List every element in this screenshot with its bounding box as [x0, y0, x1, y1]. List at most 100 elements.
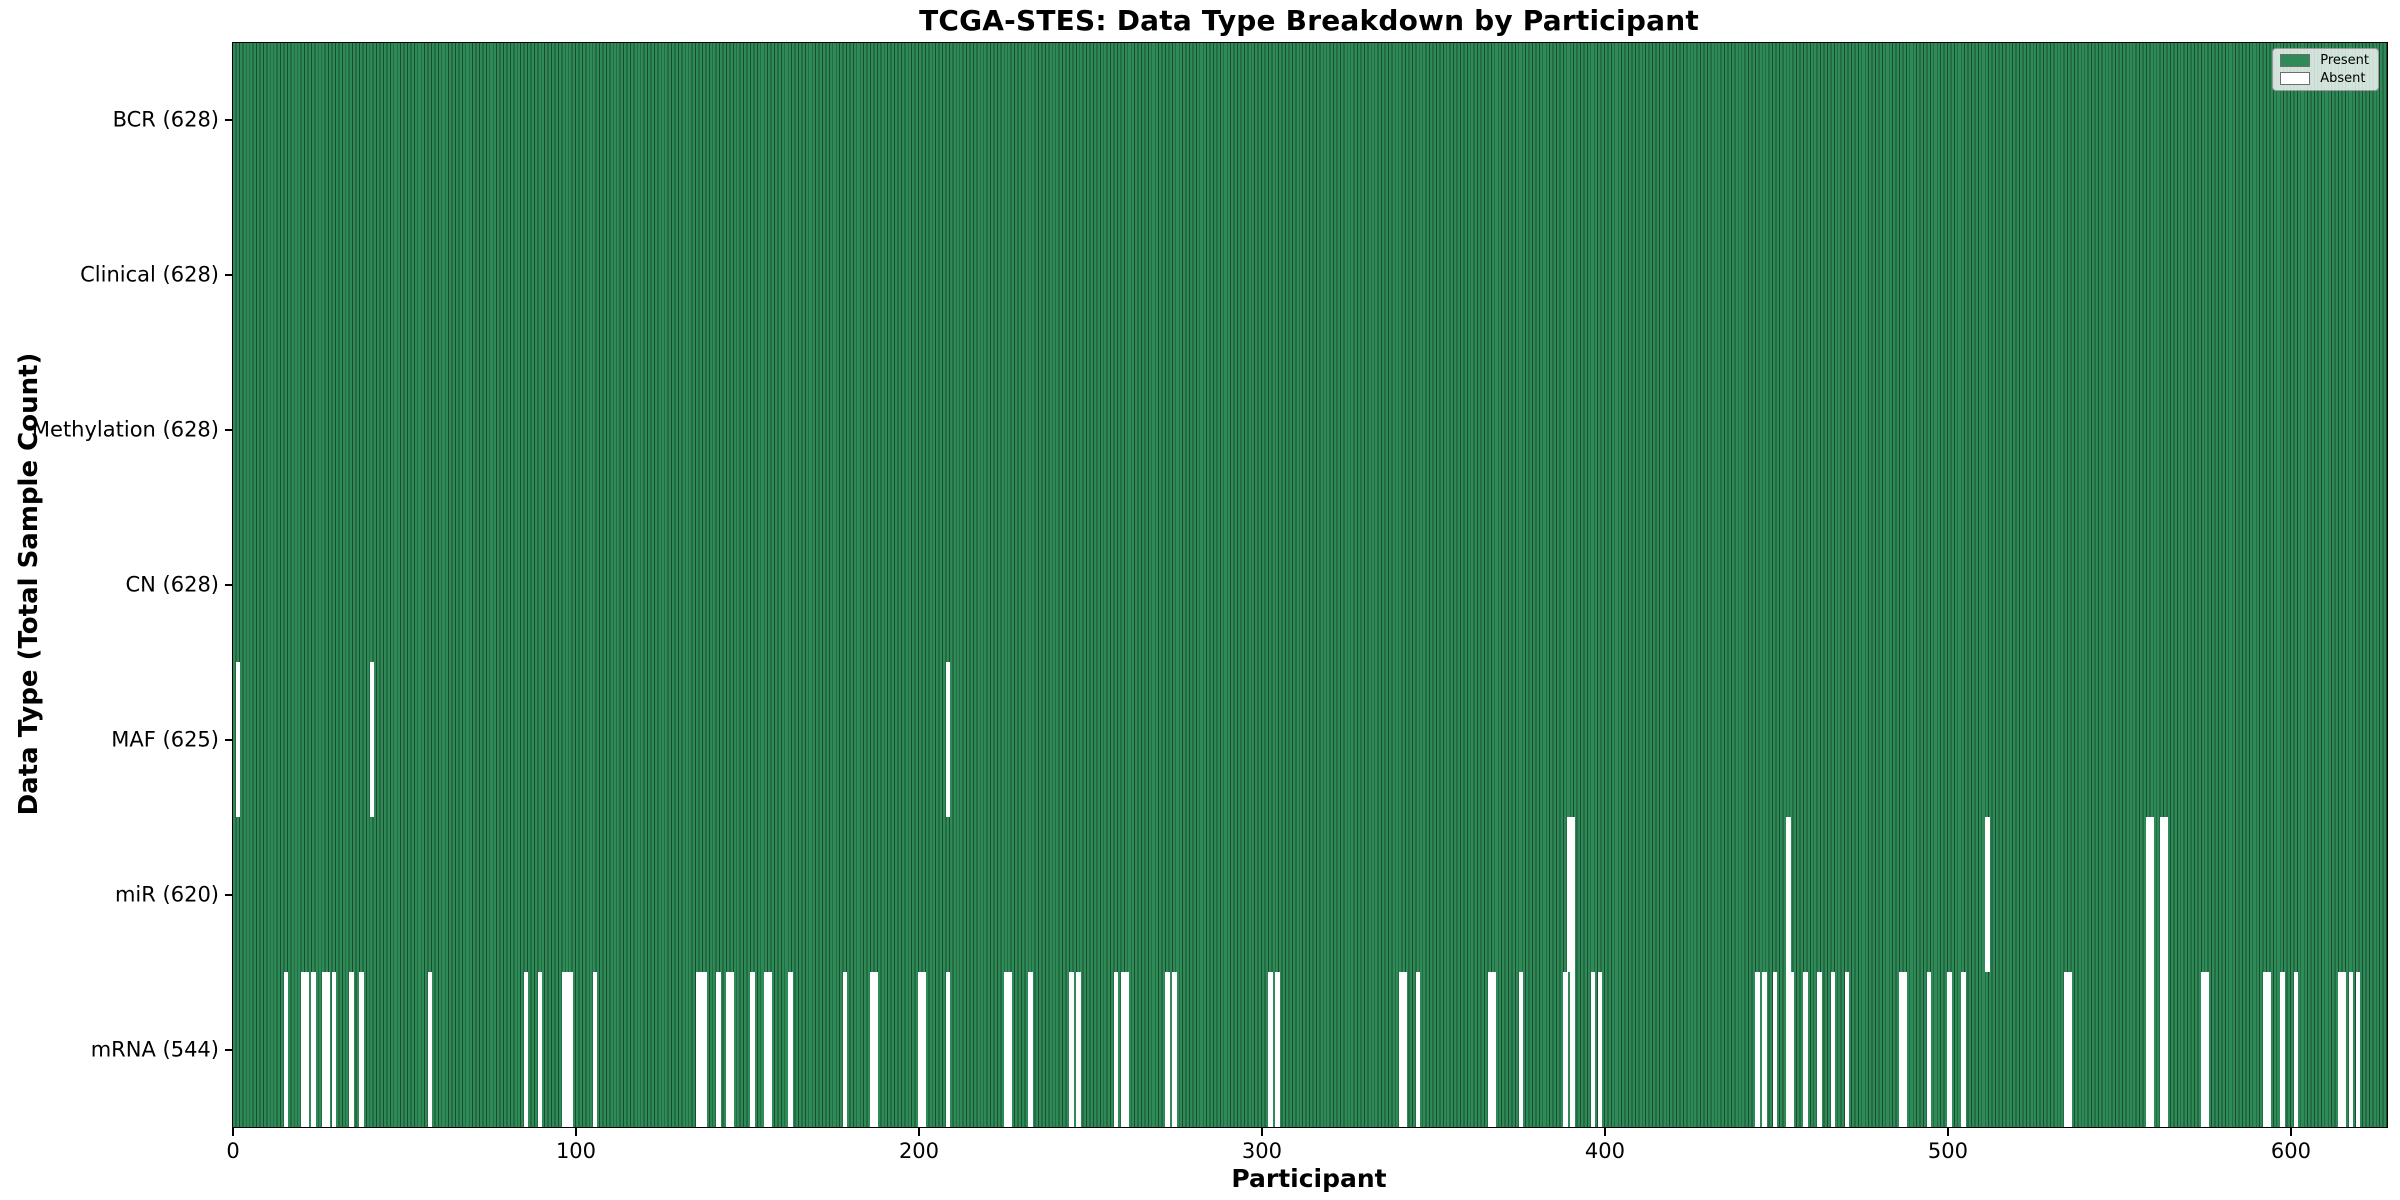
- absent-stripe: [2293, 972, 2299, 1127]
- legend: Present Absent: [2272, 48, 2379, 91]
- absent-stripe: [321, 972, 327, 1127]
- y-tick: [225, 429, 233, 432]
- absent-stripe: [716, 972, 721, 1127]
- y-tick: [225, 738, 233, 741]
- absent-stripe: [349, 972, 354, 1127]
- absent-stripe: [1402, 972, 1407, 1127]
- absent-stripe: [726, 972, 731, 1127]
- x-tick-label-600: 600: [2270, 1139, 2311, 1163]
- row-cn: [233, 508, 2387, 663]
- absent-stripe: [945, 972, 951, 1127]
- absent-stripe: [1172, 972, 1177, 1127]
- y-tick-label-mir: miR (620): [114, 882, 219, 907]
- row-mrna: [233, 972, 2387, 1127]
- absent-stripe: [843, 972, 848, 1127]
- absent-stripe: [1830, 972, 1836, 1127]
- absent-stripe: [1007, 972, 1013, 1127]
- absent-stripe: [729, 972, 735, 1127]
- absent-stripe: [918, 972, 923, 1127]
- y-tick: [225, 584, 233, 586]
- y-tick-label-bcr: BCR (628): [112, 107, 219, 132]
- absent-stripe: [2355, 972, 2361, 1127]
- y-tick: [225, 119, 233, 122]
- absent-stripe: [2338, 972, 2343, 1127]
- absent-stripe: [537, 972, 543, 1127]
- absent-stripe: [1899, 972, 1904, 1127]
- absent-stripe: [1570, 817, 1575, 973]
- x-tick-label-100: 100: [555, 1139, 597, 1163]
- absent-stripe: [2204, 972, 2210, 1127]
- absent-stripe: [592, 972, 598, 1127]
- x-tick-label-0: 0: [226, 1139, 240, 1163]
- absent-stripe: [2064, 972, 2069, 1127]
- legend-absent-label: Absent: [2320, 71, 2366, 86]
- legend-entry-absent: Absent: [2280, 72, 2369, 85]
- absent-stripe: [2149, 817, 2155, 973]
- absent-stripe: [945, 662, 951, 818]
- absent-stripe: [1947, 972, 1952, 1127]
- absent-stripe: [921, 972, 927, 1127]
- absent-stripe: [524, 972, 529, 1127]
- absent-stripe: [1786, 817, 1791, 973]
- absent-stripe: [304, 972, 309, 1127]
- row-methylation: [233, 353, 2387, 508]
- absent-stripe: [695, 972, 700, 1127]
- absent-stripe: [1415, 972, 1421, 1127]
- y-tick-label-methylation: Methylation (628): [31, 417, 219, 442]
- y-tick-label-maf: MAF (625): [111, 727, 219, 752]
- absent-stripe: [1844, 972, 1849, 1127]
- absent-stripe: [1120, 972, 1126, 1127]
- x-tick: [1603, 1127, 1606, 1136]
- absent-stripe: [870, 972, 875, 1127]
- absent-stripe: [1803, 972, 1808, 1127]
- absent-stripe: [1817, 972, 1822, 1127]
- absent-stripe: [2341, 972, 2347, 1127]
- absent-stripe: [702, 972, 707, 1127]
- x-tick-label-200: 200: [898, 1139, 940, 1163]
- x-tick-label-300: 300: [1241, 1139, 1283, 1163]
- absent-stripe: [2201, 972, 2206, 1127]
- absent-stripe: [1518, 972, 1524, 1127]
- absent-stripe: [1165, 972, 1170, 1127]
- x-tick: [232, 1127, 234, 1136]
- absent-stripe: [1069, 972, 1074, 1127]
- row-bcr: [233, 43, 2387, 198]
- absent-stripe: [561, 972, 567, 1127]
- x-tick: [2289, 1127, 2292, 1136]
- absent-stripe: [1597, 972, 1603, 1127]
- absent-stripe: [2160, 817, 2165, 973]
- y-tick-label-cn: CN (628): [125, 572, 219, 597]
- absent-stripe: [428, 972, 433, 1127]
- absent-stripe: [235, 662, 241, 818]
- absent-stripe: [1755, 972, 1760, 1127]
- absent-stripe: [1028, 972, 1033, 1127]
- absent-stripe: [301, 972, 306, 1127]
- x-tick: [1946, 1127, 1949, 1136]
- absent-stripe: [1762, 972, 1767, 1127]
- absent-stripe: [2348, 972, 2354, 1127]
- absent-stripe: [369, 662, 375, 818]
- absent-stripe: [1124, 972, 1129, 1127]
- absent-stripe: [873, 972, 879, 1127]
- absent-stripe: [2163, 817, 2168, 973]
- x-tick: [1260, 1127, 1263, 1136]
- absent-stripe: [1076, 972, 1081, 1127]
- absent-stripe: [767, 972, 772, 1127]
- x-tick: [574, 1127, 577, 1136]
- absent-stripe: [2163, 972, 2168, 1127]
- plot-area: Present Absent BCR (628) Clinical (628) Me…: [32, 42, 2388, 1163]
- absent-stripe: [1268, 972, 1273, 1127]
- absent-stripe: [1487, 972, 1493, 1127]
- absent-stripe: [1786, 972, 1791, 1127]
- absent-stripe: [2146, 817, 2151, 973]
- absent-stripe: [1398, 972, 1404, 1127]
- x-axis-label: Participant: [1231, 1164, 1387, 1193]
- absent-stripe: [1570, 972, 1575, 1127]
- absent-stripe: [750, 972, 755, 1127]
- legend-present-label: Present: [2320, 53, 2369, 68]
- absent-stripe: [2280, 972, 2285, 1127]
- x-tick: [917, 1127, 920, 1136]
- row-maf: [233, 662, 2387, 818]
- y-tick-label-mrna: mRNA (544): [90, 1037, 219, 1062]
